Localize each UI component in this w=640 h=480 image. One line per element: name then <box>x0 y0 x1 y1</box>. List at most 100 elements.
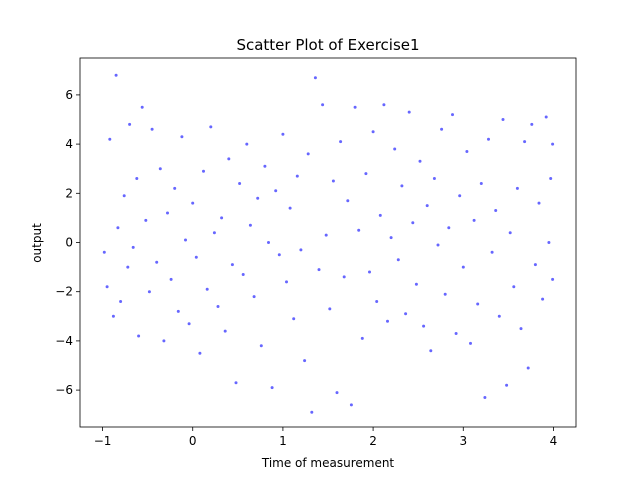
data-point <box>169 277 173 281</box>
data-point <box>465 150 469 153</box>
data-point <box>342 275 346 279</box>
data-point <box>378 213 382 217</box>
data-point <box>176 309 180 313</box>
data-point <box>393 147 397 151</box>
data-point <box>212 231 216 235</box>
data-point <box>501 118 505 121</box>
x-tick-label: 0 <box>189 434 197 448</box>
y-tick-label: −6 <box>55 383 73 397</box>
data-point <box>418 159 422 163</box>
data-point <box>324 233 328 237</box>
data-point <box>458 194 462 198</box>
data-point <box>487 137 490 141</box>
chart-title: Scatter Plot of Exercise1 <box>236 36 419 54</box>
data-point <box>469 341 472 345</box>
data-point <box>135 177 139 180</box>
data-point <box>519 327 523 331</box>
data-point <box>331 179 335 183</box>
data-point <box>440 127 444 131</box>
data-point <box>414 282 418 286</box>
data-point <box>317 268 321 272</box>
data-point <box>234 381 238 385</box>
data-point <box>114 73 118 77</box>
y-axis-label: output <box>30 223 44 263</box>
data-point <box>547 241 551 244</box>
data-point <box>105 285 109 289</box>
data-point <box>404 312 408 316</box>
x-tick-label: −1 <box>94 434 112 448</box>
data-point <box>422 324 426 328</box>
data-point <box>371 130 375 134</box>
data-point <box>396 258 400 262</box>
data-point <box>111 314 115 318</box>
data-point <box>277 253 281 257</box>
data-point <box>180 135 184 139</box>
data-point <box>375 300 379 303</box>
data-point <box>523 140 527 144</box>
data-point <box>147 290 151 294</box>
data-point <box>357 228 361 232</box>
data-point <box>137 334 141 338</box>
y-tick-label: 0 <box>65 236 73 250</box>
data-point <box>119 300 123 303</box>
data-point <box>335 391 339 395</box>
data-point <box>209 125 213 129</box>
y-tick-label: −2 <box>55 285 73 299</box>
data-point <box>252 295 256 299</box>
y-tick-label: 2 <box>65 186 73 200</box>
data-point <box>227 157 231 161</box>
data-point <box>497 314 501 318</box>
data-point <box>339 140 343 144</box>
y-tick-label: 6 <box>65 88 73 102</box>
x-tick-label: 3 <box>459 434 467 448</box>
data-point <box>140 105 144 109</box>
data-point <box>288 206 292 210</box>
data-point <box>382 103 386 107</box>
data-point <box>328 307 332 311</box>
data-point <box>126 265 130 269</box>
data-point <box>248 223 252 227</box>
data-point <box>230 263 234 267</box>
data-point <box>158 167 162 171</box>
data-point <box>483 396 487 399</box>
data-point <box>238 182 242 185</box>
data-point <box>515 186 519 190</box>
data-point <box>476 302 480 306</box>
data-point <box>299 248 303 252</box>
data-point <box>245 142 249 146</box>
data-point <box>432 177 436 180</box>
data-point <box>368 270 371 274</box>
data-point <box>270 386 274 390</box>
data-point <box>184 238 187 242</box>
data-points-layer <box>102 73 555 414</box>
data-point <box>411 221 415 225</box>
data-point <box>461 265 465 269</box>
data-point <box>194 255 198 259</box>
data-point <box>166 211 169 215</box>
data-point <box>321 103 325 107</box>
data-point <box>490 250 494 254</box>
x-tick-label: 4 <box>550 434 558 448</box>
x-tick-label: 1 <box>279 434 287 448</box>
data-point <box>187 322 191 326</box>
data-point <box>349 403 353 407</box>
data-point <box>144 218 148 222</box>
data-point <box>102 250 106 254</box>
data-point <box>241 273 245 276</box>
data-point <box>285 280 288 284</box>
data-point <box>122 194 126 198</box>
data-point <box>216 305 220 308</box>
data-point <box>447 226 451 230</box>
data-point <box>306 152 310 156</box>
data-point <box>429 349 433 353</box>
data-point <box>400 184 404 188</box>
data-point <box>191 201 195 205</box>
data-point <box>494 209 498 212</box>
data-point <box>479 182 483 185</box>
data-point <box>274 189 278 193</box>
plot-frame <box>79 57 577 428</box>
data-point <box>198 351 202 355</box>
ticks-layer: −1 0 1 2 3 4 −6 −4 −2 0 2 4 6 <box>55 88 557 448</box>
